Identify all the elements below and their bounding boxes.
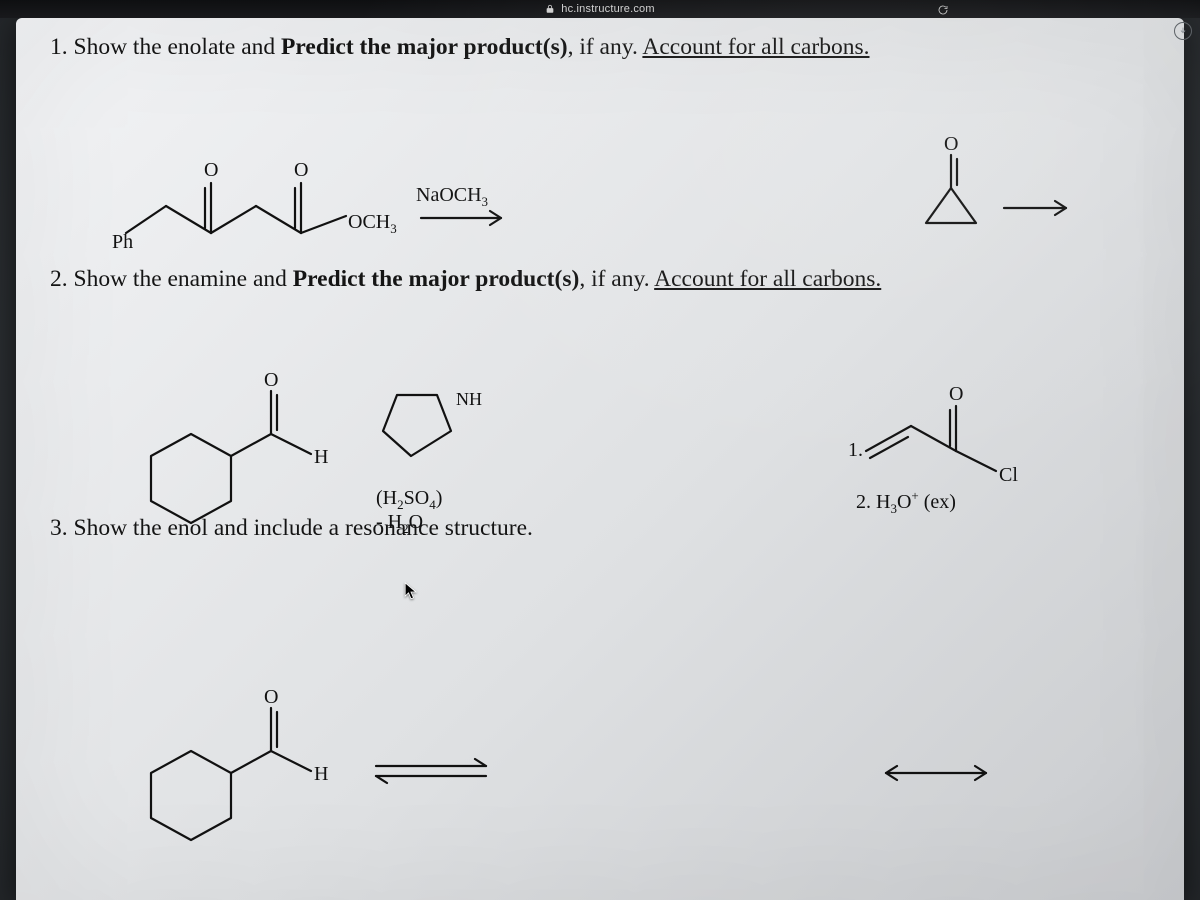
resonance-arrow bbox=[886, 766, 986, 780]
q2-h-label: H bbox=[314, 446, 328, 468]
minus-h2o-label: - H2O bbox=[376, 511, 423, 536]
question-1-text: 1. Show the enolate and Predict the majo… bbox=[50, 32, 1150, 64]
q1-diagram: Ph O O OCH3 NaOCH3 O bbox=[56, 88, 1116, 298]
och3-label: OCH3 bbox=[348, 211, 397, 236]
q1-mid: , if any. bbox=[568, 34, 643, 60]
q1-small-arrow-right bbox=[1004, 201, 1066, 215]
lock-icon bbox=[545, 4, 555, 14]
q2-pyrrolidine bbox=[383, 395, 451, 456]
cycloprop-o-label: O bbox=[944, 133, 958, 155]
reload-icon bbox=[937, 4, 949, 16]
o-label-2: O bbox=[294, 159, 308, 181]
equilibrium-arrow bbox=[376, 759, 486, 783]
q2-diagram: O H NH (H2SO4) - H2O O Cl 1. bbox=[56, 336, 1116, 596]
acylchloride-o: O bbox=[949, 383, 963, 405]
h2so4-label: (H2SO4) bbox=[376, 487, 442, 512]
q1-starting-material bbox=[126, 183, 346, 233]
cursor-icon bbox=[404, 582, 418, 602]
q1-num: 1. bbox=[50, 34, 74, 60]
ph-label: Ph bbox=[112, 231, 133, 253]
q3-o-label: O bbox=[264, 686, 278, 708]
q2-o-label: O bbox=[264, 369, 278, 391]
download-icon bbox=[1178, 26, 1188, 36]
q1-underline: Account for all carbons. bbox=[642, 34, 869, 60]
q1-cyclopropanone bbox=[926, 155, 976, 223]
url-text: hc.instructure.com bbox=[561, 3, 654, 15]
q2-cyclohexyl-aldehyde bbox=[151, 391, 311, 523]
address-bar[interactable]: hc.instructure.com bbox=[545, 3, 654, 15]
q1-reaction-arrow bbox=[421, 211, 501, 225]
q1-bold: Predict the major product(s) bbox=[281, 34, 568, 60]
q2-acyl-chloride bbox=[866, 406, 996, 471]
document-page: 1. Show the enolate and Predict the majo… bbox=[16, 18, 1184, 900]
acylchloride-cl: Cl bbox=[999, 464, 1018, 486]
browser-chrome: hc.instructure.com bbox=[0, 0, 1200, 18]
step2-label: 2. H3O+ (ex) bbox=[856, 488, 956, 516]
q1-pre: Show the enolate and bbox=[74, 34, 282, 60]
nh-label: NH bbox=[456, 389, 482, 409]
o-label-1: O bbox=[204, 159, 218, 181]
q3-diagram: O H bbox=[56, 638, 1116, 878]
download-circle-button[interactable] bbox=[1174, 22, 1192, 40]
naoch3-label: NaOCH3 bbox=[416, 184, 488, 209]
q3-cyclohexyl-aldehyde bbox=[151, 708, 311, 840]
q3-h-label: H bbox=[314, 763, 328, 785]
reload-button[interactable] bbox=[936, 3, 950, 17]
step1-prefix: 1. bbox=[848, 439, 863, 461]
